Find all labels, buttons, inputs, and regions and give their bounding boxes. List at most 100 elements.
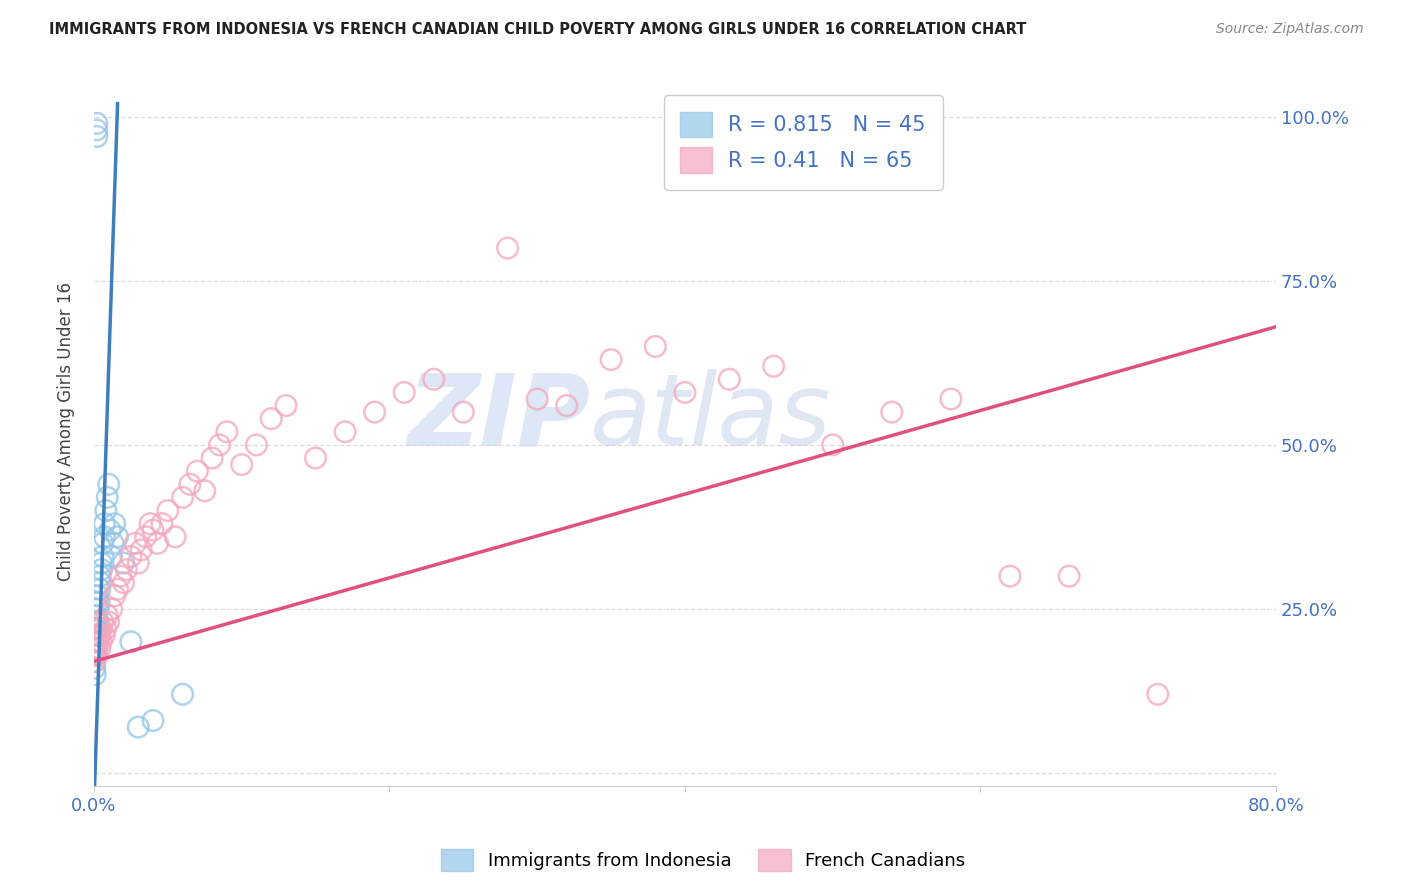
Point bbox=[124, 536, 146, 550]
Point bbox=[821, 438, 844, 452]
Point bbox=[87, 622, 110, 636]
Legend: Immigrants from Indonesia, French Canadians: Immigrants from Indonesia, French Canadi… bbox=[433, 842, 973, 879]
Point bbox=[84, 634, 107, 648]
Point bbox=[201, 450, 224, 465]
Point bbox=[93, 530, 115, 544]
Point bbox=[96, 491, 118, 505]
Point bbox=[998, 569, 1021, 583]
Point bbox=[423, 372, 446, 386]
Point bbox=[172, 687, 194, 701]
Point bbox=[135, 530, 157, 544]
Point bbox=[260, 411, 283, 425]
Point bbox=[555, 399, 578, 413]
Point bbox=[107, 582, 129, 597]
Point bbox=[231, 458, 253, 472]
Point bbox=[172, 491, 194, 505]
Point bbox=[86, 123, 108, 137]
Point bbox=[91, 536, 114, 550]
Point bbox=[90, 634, 112, 648]
Text: ZIP: ZIP bbox=[408, 369, 591, 467]
Point bbox=[673, 385, 696, 400]
Point bbox=[156, 503, 179, 517]
Point bbox=[718, 372, 741, 386]
Point bbox=[83, 648, 105, 662]
Point bbox=[115, 563, 138, 577]
Point bbox=[120, 634, 142, 648]
Point bbox=[94, 503, 117, 517]
Point bbox=[84, 667, 107, 681]
Text: IMMIGRANTS FROM INDONESIA VS FRENCH CANADIAN CHILD POVERTY AMONG GIRLS UNDER 16 : IMMIGRANTS FROM INDONESIA VS FRENCH CANA… bbox=[49, 22, 1026, 37]
Point bbox=[100, 549, 122, 564]
Point bbox=[84, 634, 107, 648]
Point bbox=[208, 438, 231, 452]
Point bbox=[146, 536, 169, 550]
Point bbox=[97, 477, 120, 491]
Point bbox=[880, 405, 903, 419]
Point bbox=[89, 628, 111, 642]
Point bbox=[93, 628, 115, 642]
Point bbox=[644, 339, 666, 353]
Point bbox=[274, 399, 297, 413]
Point bbox=[245, 438, 267, 452]
Point bbox=[94, 622, 117, 636]
Point bbox=[129, 542, 152, 557]
Point bbox=[104, 516, 127, 531]
Text: Source: ZipAtlas.com: Source: ZipAtlas.com bbox=[1216, 22, 1364, 37]
Point bbox=[186, 464, 208, 478]
Point bbox=[496, 241, 519, 255]
Point bbox=[90, 622, 112, 636]
Point bbox=[91, 615, 114, 629]
Point bbox=[89, 641, 111, 656]
Point bbox=[84, 615, 107, 629]
Point bbox=[110, 569, 132, 583]
Point bbox=[86, 628, 108, 642]
Point bbox=[84, 641, 107, 656]
Point bbox=[84, 628, 107, 642]
Point bbox=[87, 634, 110, 648]
Point bbox=[84, 622, 107, 636]
Point bbox=[83, 655, 105, 669]
Legend: R = 0.815   N = 45, R = 0.41   N = 65: R = 0.815 N = 45, R = 0.41 N = 65 bbox=[664, 95, 942, 189]
Point bbox=[1146, 687, 1168, 701]
Point bbox=[84, 608, 107, 623]
Point bbox=[86, 622, 108, 636]
Point bbox=[104, 589, 127, 603]
Point bbox=[87, 602, 110, 616]
Point bbox=[142, 523, 165, 537]
Point bbox=[179, 477, 201, 491]
Point bbox=[91, 549, 114, 564]
Point bbox=[84, 622, 107, 636]
Point bbox=[150, 516, 173, 531]
Point bbox=[90, 563, 112, 577]
Point bbox=[120, 549, 142, 564]
Point bbox=[107, 530, 129, 544]
Point bbox=[93, 516, 115, 531]
Point bbox=[97, 615, 120, 629]
Point bbox=[363, 405, 385, 419]
Point bbox=[84, 655, 107, 669]
Point bbox=[84, 634, 107, 648]
Point bbox=[139, 516, 162, 531]
Point bbox=[215, 425, 238, 439]
Text: atlas: atlas bbox=[591, 369, 832, 467]
Point bbox=[100, 602, 122, 616]
Point bbox=[90, 575, 112, 590]
Point bbox=[127, 556, 149, 570]
Point bbox=[87, 595, 110, 609]
Point bbox=[86, 595, 108, 609]
Point bbox=[101, 536, 124, 550]
Point bbox=[83, 661, 105, 675]
Y-axis label: Child Poverty Among Girls Under 16: Child Poverty Among Girls Under 16 bbox=[58, 282, 75, 582]
Point bbox=[89, 582, 111, 597]
Point bbox=[84, 628, 107, 642]
Point bbox=[165, 530, 187, 544]
Point bbox=[939, 392, 962, 406]
Point bbox=[762, 359, 785, 374]
Point bbox=[453, 405, 475, 419]
Point bbox=[304, 450, 326, 465]
Point bbox=[98, 523, 121, 537]
Point bbox=[333, 425, 356, 439]
Point bbox=[84, 648, 107, 662]
Point bbox=[87, 615, 110, 629]
Point bbox=[89, 569, 111, 583]
